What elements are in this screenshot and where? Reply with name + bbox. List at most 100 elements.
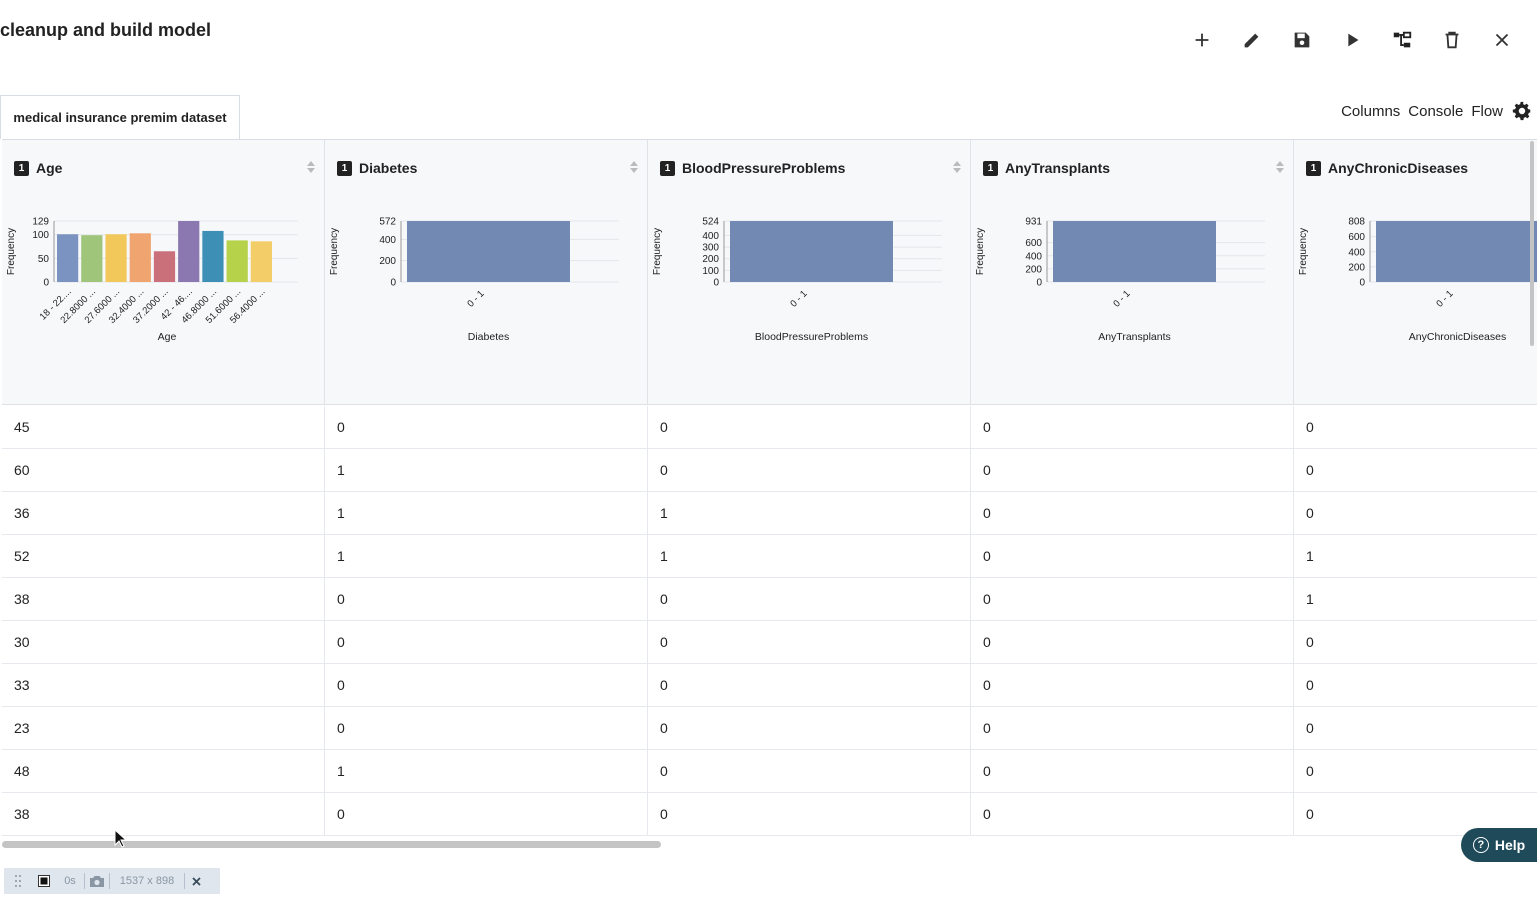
histogram-bar[interactable] bbox=[153, 251, 176, 282]
column-header-anytransplants[interactable]: 1 AnyTransplants Frequency 931 600 400 200 0 0 … bbox=[971, 140, 1294, 405]
table-cell[interactable]: 0 bbox=[1306, 634, 1314, 650]
table-cell[interactable]: 0 bbox=[648, 750, 971, 793]
table-cell[interactable]: 33 bbox=[2, 664, 325, 707]
table-cell[interactable]: 0 bbox=[971, 664, 1294, 707]
table-cell[interactable]: 0 bbox=[971, 535, 1294, 578]
delete-button[interactable] bbox=[1427, 26, 1477, 54]
table-cell[interactable]: 0 bbox=[1306, 806, 1314, 822]
table-cell[interactable]: 1 bbox=[325, 535, 648, 578]
table-cell[interactable]: 1 bbox=[325, 492, 648, 535]
table-row[interactable]: 60 1 0 0 0 bbox=[2, 449, 1537, 492]
table-cell[interactable]: 1 bbox=[648, 492, 971, 535]
table-cell[interactable]: 0 bbox=[971, 750, 1294, 793]
table-cell[interactable]: 38 bbox=[2, 578, 325, 621]
vertical-scrollbar[interactable] bbox=[1530, 141, 1534, 346]
table-cell[interactable]: 1 bbox=[325, 750, 648, 793]
horizontal-scrollbar[interactable] bbox=[2, 841, 661, 848]
table-cell[interactable]: 0 bbox=[648, 449, 971, 492]
table-cell[interactable]: 1 bbox=[648, 535, 971, 578]
help-button[interactable]: ? Help bbox=[1461, 828, 1537, 862]
table-cell[interactable]: 0 bbox=[971, 793, 1294, 836]
table-cell[interactable]: 52 bbox=[2, 535, 325, 578]
histogram-bar[interactable] bbox=[226, 240, 248, 282]
table-row[interactable]: 38 0 0 0 1 bbox=[2, 578, 1537, 621]
column-header-diabetes[interactable]: 1 Diabetes Frequency 572 400 200 0 0 - 1 Diabet… bbox=[325, 140, 648, 405]
table-cell[interactable]: 0 bbox=[648, 664, 971, 707]
column-header-anychronicdiseases[interactable]: 1 AnyChronicDiseases Frequency 808 600 400 20… bbox=[1294, 140, 1537, 405]
table-cell[interactable]: 0 bbox=[325, 621, 648, 664]
table-row[interactable]: 33 0 0 0 0 bbox=[2, 664, 1537, 707]
table-cell[interactable]: 48 bbox=[2, 750, 325, 793]
table-row[interactable]: 45 0 0 0 0 bbox=[2, 406, 1537, 449]
table-cell[interactable]: 0 bbox=[325, 664, 648, 707]
histogram-bar[interactable] bbox=[105, 234, 127, 282]
table-cell[interactable]: 0 bbox=[325, 578, 648, 621]
histogram-bar[interactable] bbox=[129, 233, 151, 282]
table-cell[interactable]: 23 bbox=[2, 707, 325, 750]
table-cell[interactable]: 0 bbox=[1306, 720, 1314, 736]
table-row[interactable]: 36 1 1 0 0 bbox=[2, 492, 1537, 535]
table-cell[interactable]: 0 bbox=[971, 707, 1294, 750]
table-row[interactable]: 23 0 0 0 0 bbox=[2, 707, 1537, 750]
tab-dataset[interactable]: medical insurance premim dataset bbox=[0, 95, 240, 139]
sort-icon[interactable] bbox=[629, 160, 639, 174]
close-button[interactable] bbox=[1477, 26, 1527, 54]
console-link[interactable]: Console bbox=[1408, 102, 1464, 120]
histogram-bar[interactable] bbox=[202, 230, 224, 282]
columns-link[interactable]: Columns bbox=[1341, 102, 1401, 120]
table-cell[interactable]: 30 bbox=[2, 621, 325, 664]
histogram-bar[interactable] bbox=[57, 234, 79, 282]
table-cell[interactable]: 36 bbox=[2, 492, 325, 535]
flow-link[interactable]: Flow bbox=[1471, 102, 1503, 120]
sort-icon[interactable] bbox=[1275, 160, 1285, 174]
histogram-bar[interactable] bbox=[1053, 221, 1216, 282]
histogram-bar[interactable] bbox=[178, 221, 200, 282]
table-cell[interactable]: 0 bbox=[648, 793, 971, 836]
column-header-age[interactable]: 1 Age Frequency 129 100 50 0 18 - 22.... 22.800… bbox=[2, 140, 325, 405]
table-cell[interactable]: 0 bbox=[648, 578, 971, 621]
edit-button[interactable] bbox=[1227, 26, 1277, 54]
table-cell[interactable]: 0 bbox=[971, 406, 1294, 449]
table-cell[interactable]: 1 bbox=[1306, 591, 1314, 607]
column-header-bloodpressureproblems[interactable]: 1 BloodPressureProblems Frequency 524 400 30… bbox=[648, 140, 971, 405]
histogram-bar[interactable] bbox=[81, 235, 103, 282]
table-cell[interactable]: 0 bbox=[648, 406, 971, 449]
add-button[interactable] bbox=[1177, 26, 1227, 54]
table-cell[interactable]: 45 bbox=[2, 406, 325, 449]
histogram-bar[interactable] bbox=[730, 221, 893, 282]
table-row[interactable]: 48 1 0 0 0 bbox=[2, 750, 1537, 793]
drag-handle-icon[interactable] bbox=[4, 874, 32, 888]
table-row[interactable]: 30 0 0 0 0 bbox=[2, 621, 1537, 664]
table-cell[interactable]: 0 bbox=[1306, 419, 1314, 435]
table-cell[interactable]: 60 bbox=[2, 449, 325, 492]
table-cell[interactable]: 0 bbox=[971, 492, 1294, 535]
table-row[interactable]: 38 0 0 0 0 bbox=[2, 793, 1537, 836]
histogram-bar[interactable] bbox=[1376, 221, 1537, 282]
table-cell[interactable]: 1 bbox=[325, 449, 648, 492]
table-cell[interactable]: 0 bbox=[325, 793, 648, 836]
table-cell[interactable]: 0 bbox=[971, 621, 1294, 664]
sort-icon[interactable] bbox=[952, 160, 962, 174]
sort-icon[interactable] bbox=[306, 160, 316, 174]
run-button[interactable] bbox=[1327, 26, 1377, 54]
screenshot-button[interactable] bbox=[85, 875, 109, 888]
stop-button[interactable] bbox=[32, 875, 56, 887]
table-cell[interactable]: 0 bbox=[1306, 677, 1314, 693]
settings-button[interactable] bbox=[1511, 100, 1533, 122]
histogram-bar[interactable] bbox=[407, 221, 570, 282]
table-cell[interactable]: 0 bbox=[1306, 763, 1314, 779]
table-cell[interactable]: 1 bbox=[1306, 548, 1314, 564]
histogram-bar[interactable] bbox=[250, 241, 272, 282]
table-row[interactable]: 52 1 1 0 1 bbox=[2, 535, 1537, 578]
table-cell[interactable]: 0 bbox=[971, 578, 1294, 621]
table-cell[interactable]: 0 bbox=[648, 621, 971, 664]
table-cell[interactable]: 0 bbox=[325, 406, 648, 449]
close-recorder-button[interactable] bbox=[185, 876, 207, 886]
save-button[interactable] bbox=[1277, 26, 1327, 54]
table-cell[interactable]: 0 bbox=[648, 707, 971, 750]
table-cell[interactable]: 0 bbox=[971, 449, 1294, 492]
table-cell[interactable]: 38 bbox=[2, 793, 325, 836]
flow-button[interactable] bbox=[1377, 26, 1427, 54]
table-cell[interactable]: 0 bbox=[325, 707, 648, 750]
table-cell[interactable]: 0 bbox=[1306, 462, 1314, 478]
